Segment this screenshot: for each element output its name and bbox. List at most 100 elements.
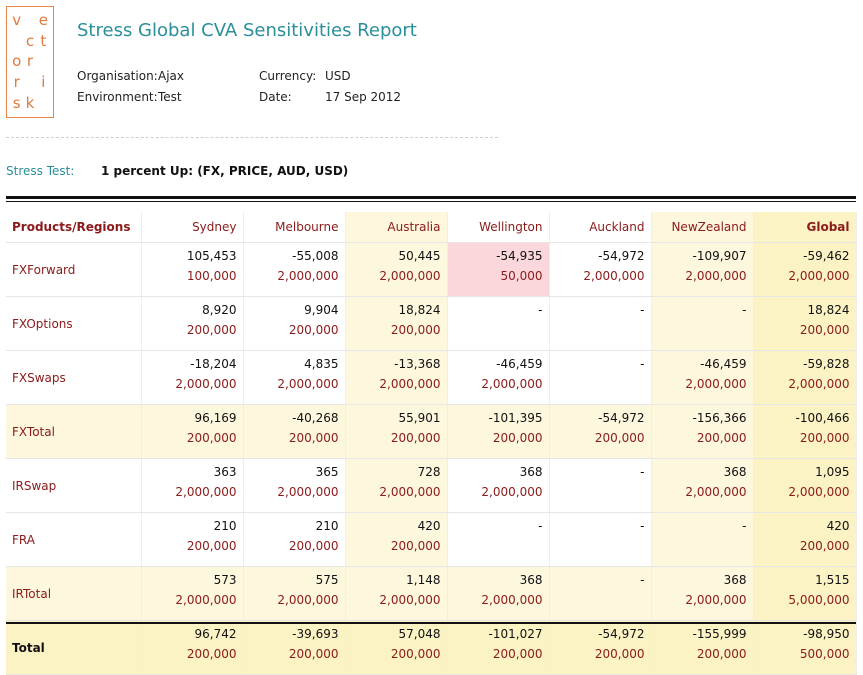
table-cell: -39,693 200,000 [243, 620, 346, 675]
notional-value: 2,000,000 [175, 485, 237, 499]
report-title: Stress Global CVA Sensitivities Report [77, 20, 417, 41]
table-row: FXForward 105,453 100,000 -55,008 2,000,000 5… [6, 242, 857, 297]
table-cell: 18,824 200,000 [345, 296, 448, 351]
notional-value: 2,000,000 [481, 377, 543, 391]
notional-value: 2,000,000 [481, 593, 543, 607]
notional-value: 200,000 [594, 431, 645, 445]
sensitivity-value: -46,459 [700, 357, 747, 371]
table-cell: -55,008 2,000,000 [243, 242, 346, 297]
row-label: IRSwap [6, 458, 142, 513]
table-cell: 1,515 5,000,000 [753, 566, 857, 621]
sensitivity-value: 1,148 [406, 573, 441, 587]
table-cell: 210 200,000 [141, 512, 244, 567]
notional-value [556, 536, 645, 556]
notional-value: 2,000,000 [583, 269, 645, 283]
sensitivity-value: - [742, 519, 747, 533]
notional-value: 200,000 [186, 323, 237, 337]
logo-letter: o [12, 52, 22, 71]
table-cell: 368 2,000,000 [447, 458, 550, 513]
notional-value: 200,000 [390, 647, 441, 661]
sensitivity-value: 210 [213, 519, 237, 533]
sensitivity-value: - [538, 519, 543, 533]
header-divider [6, 137, 498, 138]
sensitivity-value: -101,395 [488, 411, 543, 425]
table-cell: 363 2,000,000 [141, 458, 244, 513]
sensitivity-value: -55,008 [292, 249, 339, 263]
sensitivity-value: -59,828 [803, 357, 850, 371]
date-value: 17 Sep 2012 [325, 90, 402, 104]
logo-letter: e [38, 10, 48, 29]
table-cell: 368 2,000,000 [651, 458, 754, 513]
notional-value: 200,000 [390, 323, 441, 337]
table-cell: -54,972 200,000 [549, 620, 652, 675]
table-cell: -13,368 2,000,000 [345, 350, 448, 405]
table-cell: 55,901 200,000 [345, 404, 448, 459]
table-cell: - [549, 512, 652, 567]
notional-value: 200,000 [492, 647, 543, 661]
logo-letter: k [25, 94, 35, 113]
notional-value: 2,000,000 [379, 485, 441, 499]
row-label: Total [6, 620, 142, 675]
notional-value: 2,000,000 [277, 377, 339, 391]
table-cell: 96,169 200,000 [141, 404, 244, 459]
sensitivity-value: -101,027 [488, 627, 543, 641]
table-row: IRSwap 363 2,000,000 365 2,000,000 728 2,000,0… [6, 458, 857, 513]
notional-value [658, 320, 747, 340]
sensitivity-value: 420 [826, 519, 850, 533]
table-cell: -156,366 200,000 [651, 404, 754, 459]
notional-value: 2,000,000 [277, 269, 339, 283]
currency-value: USD [325, 69, 351, 83]
notional-value: 2,000,000 [685, 377, 747, 391]
notional-value: 200,000 [799, 539, 850, 553]
table-cell: -100,466 200,000 [753, 404, 857, 459]
notional-value [556, 482, 645, 502]
row-label: IRTotal [6, 566, 142, 621]
notional-value: 200,000 [390, 431, 441, 445]
environment-value: Test [158, 90, 182, 104]
logo-letter: i [41, 73, 46, 92]
notional-value: 200,000 [186, 539, 237, 553]
logo-letter [37, 93, 50, 114]
table-cell: 575 2,000,000 [243, 566, 346, 621]
table-cell: - [549, 296, 652, 351]
sensitivity-value: 9,904 [304, 303, 339, 317]
notional-value: 2,000,000 [788, 269, 850, 283]
sensitivity-value: -40,268 [292, 411, 339, 425]
sensitivity-value: 1,095 [815, 465, 850, 479]
table-cell: -101,395 200,000 [447, 404, 550, 459]
date-label: Date: [259, 90, 292, 104]
sensitivity-value: -98,950 [803, 627, 850, 641]
table-cell: 210 200,000 [243, 512, 346, 567]
table-cell: -101,027 200,000 [447, 620, 550, 675]
notional-value [454, 536, 543, 556]
logo-letter [23, 10, 36, 31]
table-row: IRTotal 573 2,000,000 575 2,000,000 1,148 2,00… [6, 566, 857, 621]
header-melbourne: Melbourne [243, 212, 346, 243]
notional-value: 200,000 [799, 323, 850, 337]
logo-letter [37, 52, 50, 73]
notional-value [454, 320, 543, 340]
table-cell: - [549, 350, 652, 405]
row-label: FRA [6, 512, 142, 567]
notional-value: 2,000,000 [685, 269, 747, 283]
notional-value: 200,000 [696, 647, 747, 661]
table-cell: 365 2,000,000 [243, 458, 346, 513]
notional-value: 2,000,000 [788, 485, 850, 499]
table-top-rule [6, 196, 856, 199]
notional-value: 200,000 [288, 647, 339, 661]
sensitivity-value: -155,999 [692, 627, 747, 641]
logo-letter: v [12, 10, 22, 29]
sensitivity-value: - [640, 357, 645, 371]
table-cell: 8,920 200,000 [141, 296, 244, 351]
notional-value: 200,000 [492, 431, 543, 445]
notional-value [556, 320, 645, 340]
table-bottom-rule [6, 622, 856, 624]
stress-test-label: Stress Test: [6, 164, 75, 178]
notional-value: 200,000 [696, 431, 747, 445]
header-products-regions: Products/Regions [6, 212, 142, 243]
sensitivity-value: -54,972 [598, 249, 645, 263]
notional-value: 200,000 [186, 647, 237, 661]
table-cell: - [447, 296, 550, 351]
table-cell: 50,445 2,000,000 [345, 242, 448, 297]
table-cell: 57,048 200,000 [345, 620, 448, 675]
